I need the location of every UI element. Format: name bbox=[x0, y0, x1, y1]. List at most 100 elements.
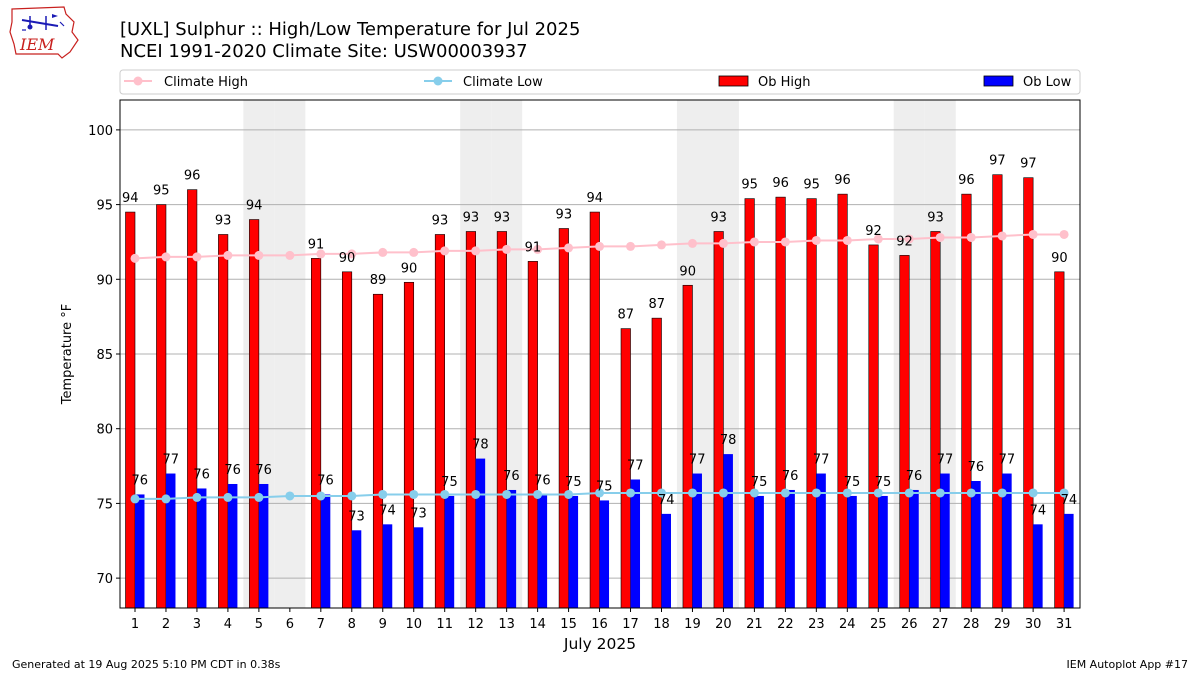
climate-low-point-8 bbox=[347, 491, 357, 501]
ob-low-bar-31 bbox=[1064, 513, 1074, 608]
climate-low-point-6 bbox=[285, 491, 295, 501]
ob-high-label-28: 96 bbox=[958, 173, 975, 188]
ob-high-label-9: 89 bbox=[370, 273, 387, 288]
ob-high-label-30: 97 bbox=[1020, 157, 1037, 172]
climate-low-point-30 bbox=[1028, 488, 1038, 498]
legend-frame bbox=[119, 69, 1081, 95]
climate-low-point-1 bbox=[130, 494, 140, 504]
ob-high-bar-19 bbox=[682, 284, 693, 609]
climate-high-point-5 bbox=[254, 250, 264, 260]
ob-low-bar-22 bbox=[785, 489, 795, 608]
climate-high-point-28 bbox=[966, 232, 976, 242]
footer-generated: Generated at 19 Aug 2025 5:10 PM CDT in … bbox=[12, 658, 281, 671]
y-tick-label-90: 90 bbox=[96, 273, 113, 288]
ob-high-bar-27 bbox=[930, 231, 941, 609]
ob-high-label-17: 87 bbox=[617, 308, 634, 323]
ob-high-bar-3 bbox=[187, 189, 198, 609]
ob-high-label-8: 90 bbox=[339, 251, 356, 266]
ob-high-label-12: 93 bbox=[463, 210, 480, 225]
ob-low-bar-21 bbox=[754, 495, 764, 608]
legend-label-ob-low: Ob Low bbox=[1023, 75, 1072, 90]
ob-high-label-2: 95 bbox=[153, 184, 170, 199]
ob-low-label-14: 76 bbox=[534, 473, 551, 488]
ob-high-bar-12 bbox=[465, 231, 476, 609]
x-tick-label-3: 3 bbox=[193, 617, 201, 632]
x-tick-label-29: 29 bbox=[994, 617, 1011, 632]
ob-high-bar-15 bbox=[558, 228, 569, 609]
ob-low-label-12: 78 bbox=[472, 438, 489, 453]
ob-low-label-19: 77 bbox=[689, 453, 706, 468]
ob-low-bar-18 bbox=[661, 513, 671, 608]
ob-low-bar-15 bbox=[568, 495, 579, 608]
x-tick-label-30: 30 bbox=[1025, 617, 1042, 632]
climate-low-point-29 bbox=[997, 488, 1007, 498]
ob-low-bar-12 bbox=[475, 458, 486, 608]
ob-low-label-15: 75 bbox=[565, 475, 582, 490]
climate-low-point-24 bbox=[842, 488, 852, 498]
x-tick-label-27: 27 bbox=[932, 617, 949, 632]
ob-high-label-25: 92 bbox=[865, 224, 882, 239]
chart-title: [UXL] Sulphur :: High/Low Temperature fo… bbox=[120, 19, 580, 40]
ob-high-bar-7 bbox=[311, 258, 322, 609]
climate-low-point-10 bbox=[409, 489, 419, 499]
x-tick-label-17: 17 bbox=[622, 617, 639, 632]
climate-low-point-31 bbox=[1059, 488, 1069, 498]
x-tick-label-2: 2 bbox=[162, 617, 170, 632]
iem-logo: IEM bbox=[9, 6, 79, 59]
ob-low-label-3: 76 bbox=[193, 467, 210, 482]
climate-high-point-22 bbox=[780, 237, 790, 247]
climate-low-point-27 bbox=[935, 488, 945, 498]
x-tick-label-7: 7 bbox=[317, 617, 325, 632]
climate-high-point-16 bbox=[595, 241, 605, 251]
climate-low-point-12 bbox=[471, 489, 481, 499]
x-tick-label-12: 12 bbox=[467, 617, 484, 632]
x-tick-label-23: 23 bbox=[808, 617, 825, 632]
ob-low-bar-26 bbox=[909, 489, 919, 608]
climate-high-point-31 bbox=[1059, 229, 1069, 239]
y-tick-label-95: 95 bbox=[96, 199, 113, 214]
ob-high-bar-11 bbox=[434, 234, 446, 609]
ob-low-label-16: 75 bbox=[596, 479, 613, 494]
ob-low-bar-27 bbox=[940, 473, 950, 608]
legend: Climate High Climate Low Ob High Ob Low bbox=[119, 69, 1081, 95]
ob-high-label-7: 91 bbox=[308, 237, 325, 252]
ob-high-bar-21 bbox=[744, 198, 755, 609]
legend-label-climate-low: Climate Low bbox=[463, 75, 543, 90]
legend-item-climate-low: Climate Low bbox=[424, 75, 543, 90]
climate-high-point-4 bbox=[223, 250, 233, 260]
ob-low-label-17: 77 bbox=[627, 459, 644, 474]
climate-high-point-26 bbox=[904, 234, 914, 244]
ob-high-label-22: 96 bbox=[772, 176, 789, 191]
ob-high-bar-18 bbox=[651, 317, 662, 609]
x-tick-label-20: 20 bbox=[715, 617, 732, 632]
x-tick-label-8: 8 bbox=[348, 617, 356, 632]
ob-low-label-1: 76 bbox=[131, 473, 148, 488]
ob-high-bar-26 bbox=[899, 255, 910, 609]
climate-low-point-26 bbox=[904, 488, 914, 498]
ob-low-bar-25 bbox=[878, 495, 888, 608]
climate-high-point-12 bbox=[471, 246, 481, 256]
legend-label-ob-high: Ob High bbox=[758, 75, 811, 90]
ob-high-label-23: 95 bbox=[803, 178, 820, 193]
climate-high-point-13 bbox=[502, 244, 512, 254]
ob-low-bar-10 bbox=[413, 527, 424, 608]
ob-high-bar-1 bbox=[125, 211, 136, 609]
ob-high-bar-22 bbox=[775, 196, 786, 609]
climate-low-point-17 bbox=[626, 488, 636, 498]
x-tick-label-9: 9 bbox=[379, 617, 387, 632]
ob-low-label-20: 78 bbox=[720, 433, 737, 448]
climate-high-point-15 bbox=[564, 243, 574, 253]
climate-low-point-16 bbox=[595, 488, 605, 498]
ob-high-bar-4 bbox=[218, 234, 229, 609]
ob-low-bar-30 bbox=[1033, 524, 1043, 608]
y-tick-label-80: 80 bbox=[96, 423, 113, 438]
x-tick-label-11: 11 bbox=[436, 617, 453, 632]
ob-high-label-18: 87 bbox=[648, 297, 665, 312]
x-tick-label-19: 19 bbox=[684, 617, 701, 632]
climate-high-point-7 bbox=[316, 249, 326, 259]
climate-high-point-14 bbox=[533, 244, 543, 254]
ob-high-label-19: 90 bbox=[679, 264, 696, 279]
ob-high-bar-5 bbox=[249, 219, 260, 609]
